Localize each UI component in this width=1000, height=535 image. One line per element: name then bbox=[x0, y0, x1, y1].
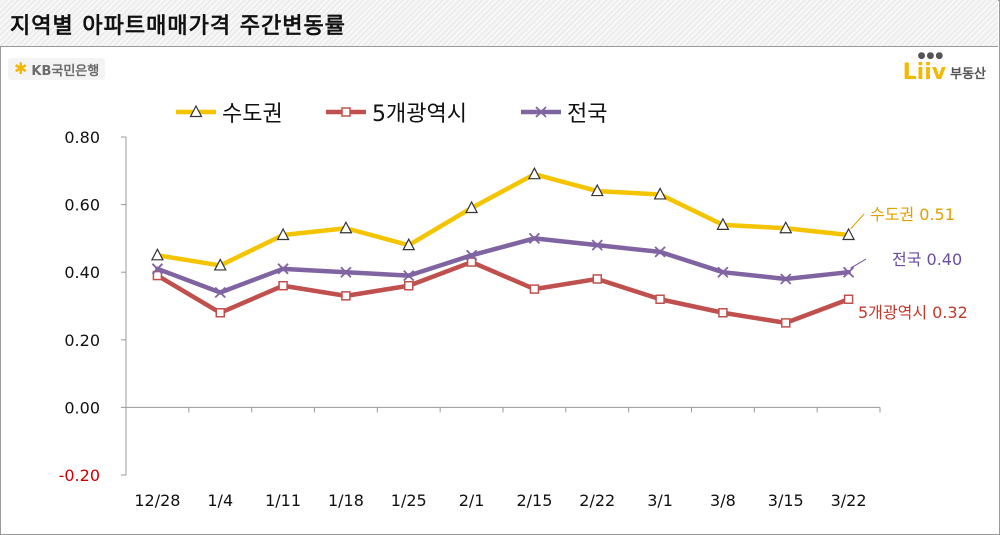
x-tick-label: 1/11 bbox=[265, 491, 301, 510]
data-point bbox=[404, 280, 414, 291]
data-point bbox=[528, 232, 541, 245]
series-line-2 bbox=[155, 259, 851, 326]
data-point bbox=[780, 273, 792, 285]
data-point bbox=[842, 227, 856, 241]
data-point bbox=[843, 294, 854, 304]
x-tick-label: 2/15 bbox=[516, 491, 552, 510]
data-point bbox=[591, 239, 603, 251]
end-label-leader bbox=[850, 213, 865, 230]
end-label-leader bbox=[850, 258, 867, 269]
title-bar: 지역별 아파트매매가격 주간변동률 bbox=[0, 0, 998, 47]
series-line-1 bbox=[155, 171, 851, 268]
end-label: 전국 0.40 bbox=[892, 250, 962, 269]
kb-logo: ✱ KB국민은행 bbox=[8, 58, 106, 80]
x-tick-label: 1/25 bbox=[391, 491, 427, 510]
x-tick-label: 1/4 bbox=[207, 491, 233, 510]
data-point bbox=[277, 263, 289, 275]
data-point bbox=[276, 227, 290, 241]
y-tick-label: 0.00 bbox=[64, 398, 100, 417]
data-point bbox=[340, 266, 352, 278]
x-tick-label: 12/28 bbox=[134, 491, 180, 510]
x-tick-label: 1/18 bbox=[328, 491, 364, 510]
x-tick-label: 3/15 bbox=[768, 491, 804, 510]
data-point bbox=[341, 291, 351, 301]
y-tick-label: 0.40 bbox=[64, 263, 100, 282]
legend-label: 수도권 bbox=[222, 102, 283, 127]
data-point bbox=[465, 249, 478, 261]
data-point bbox=[654, 246, 666, 258]
liiv-dots-icon: ●●● bbox=[917, 51, 945, 61]
data-point bbox=[781, 318, 791, 328]
liiv-logo-text: Liiv bbox=[902, 60, 947, 85]
data-point bbox=[590, 183, 604, 197]
legend-label: 5개광역시 bbox=[372, 102, 467, 127]
data-point bbox=[842, 266, 855, 278]
kb-logo-text: KB국민은행 bbox=[31, 63, 100, 79]
x-tick-label: 3/1 bbox=[647, 491, 673, 510]
y-tick-label: -0.20 bbox=[59, 466, 100, 485]
data-point bbox=[529, 284, 540, 294]
liiv-logo-sub: 부동산 bbox=[950, 67, 986, 82]
data-point bbox=[465, 200, 479, 214]
data-point bbox=[215, 308, 225, 318]
legend-marker bbox=[341, 107, 351, 117]
data-point bbox=[716, 217, 730, 230]
end-label: 5개광역시 0.32 bbox=[858, 303, 968, 322]
data-point bbox=[152, 270, 163, 281]
data-point bbox=[717, 266, 729, 278]
liiv-logo-mark: ●●● Liiv bbox=[902, 51, 947, 85]
legend-marker bbox=[189, 104, 203, 118]
liiv-logo: ●●● Liiv 부동산 bbox=[902, 51, 986, 85]
data-point bbox=[214, 286, 226, 299]
data-point bbox=[278, 280, 288, 291]
data-point bbox=[151, 263, 164, 275]
data-point bbox=[653, 187, 667, 200]
data-point bbox=[527, 166, 541, 180]
legend-label: 전국 bbox=[567, 102, 607, 127]
data-point bbox=[779, 220, 793, 234]
end-label: 수도권 0.51 bbox=[870, 205, 955, 224]
kb-star-icon: ✱ bbox=[14, 59, 28, 78]
y-tick-label: 0.20 bbox=[64, 331, 100, 350]
data-point bbox=[150, 248, 164, 261]
y-tick-label: 0.60 bbox=[64, 196, 100, 215]
data-point bbox=[466, 257, 477, 267]
x-tick-label: 2/22 bbox=[579, 491, 615, 510]
x-tick-label: 3/22 bbox=[831, 491, 867, 510]
series-line-3 bbox=[155, 236, 851, 295]
data-point bbox=[213, 258, 227, 271]
data-point bbox=[339, 220, 353, 234]
data-point bbox=[403, 269, 415, 282]
data-point bbox=[718, 308, 728, 318]
data-point bbox=[592, 274, 602, 284]
legend-marker bbox=[535, 106, 547, 118]
data-point bbox=[402, 237, 416, 251]
y-tick-label: 0.80 bbox=[64, 128, 100, 147]
x-tick-label: 3/8 bbox=[710, 491, 736, 510]
data-point bbox=[655, 294, 665, 304]
page-title: 지역별 아파트매매가격 주간변동률 bbox=[10, 14, 346, 39]
x-tick-label: 2/1 bbox=[459, 491, 485, 510]
